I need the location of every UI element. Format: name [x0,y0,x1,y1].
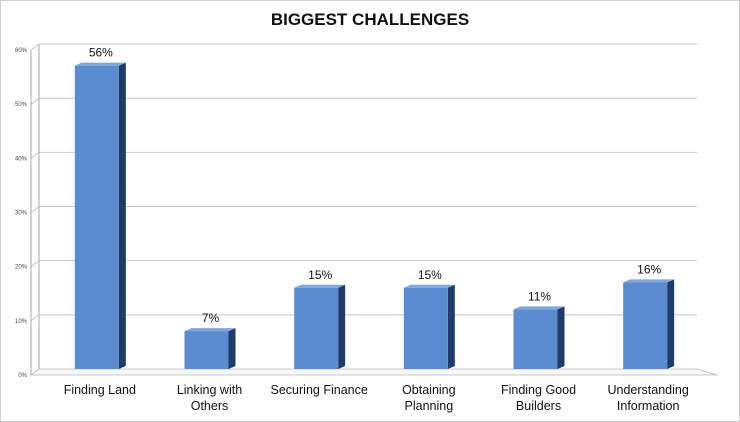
category-label-line: Planning [405,399,454,413]
category-label-line: Others [191,399,229,413]
category-label-line: Obtaining [402,383,456,397]
bar [403,287,448,369]
category-label: Linking with Others [177,383,242,413]
bar-side [338,284,346,369]
category-label-line: Finding Good [501,383,576,397]
gridlines [29,43,718,376]
bar-side [118,62,126,370]
chart-floor [29,368,718,376]
data-label: 15% [418,268,442,282]
gridline-depth [30,206,40,213]
bar [513,309,558,369]
bar-side [557,306,565,369]
category-label: Finding Good Builders [501,383,576,413]
bars [74,62,675,370]
gridline-depth [30,97,40,105]
y-tick-label: 40% [15,156,28,162]
gridline-depth [30,314,40,322]
y-tick-label: 30% [15,211,28,217]
bar [74,65,119,370]
bar-top [74,62,126,66]
data-labels: 56% 7% 15% 15% 11% 16% [89,46,662,325]
bar [184,331,229,369]
bar-top [623,279,675,283]
category-label-line: Builders [516,399,561,413]
category-label: Understanding Information [608,383,689,413]
bar-side [228,328,236,369]
gridline-depth [30,43,40,51]
y-tick-label: 60% [15,48,28,54]
category-labels: Finding Land Linking with Others Securing F… [64,383,689,413]
y-axis-ticks: 0% 10% 20% 30% 40% 50% 60% [15,48,28,379]
category-label-line: Understanding [608,383,689,397]
y-tick-label: 10% [15,319,28,325]
category-label-line: Linking with [177,383,242,397]
y-tick-label: 20% [15,265,28,271]
bar-side [667,279,675,369]
chart-title: BIGGEST CHALLENGES [271,10,469,29]
y-tick-label: 50% [15,102,28,108]
bar [294,287,339,369]
bar-top [184,328,236,332]
data-label: 11% [528,289,551,303]
category-label-line: Securing Finance [271,383,368,397]
bar-top [513,306,565,310]
bar-side [447,284,455,369]
category-label-line: Finding Land [64,383,136,397]
y-tick-label: 0% [18,373,27,379]
gridline-depth [30,260,40,268]
bar [623,282,668,369]
data-label: 56% [89,46,113,60]
data-label: 16% [637,262,661,276]
category-label-line: Information [617,399,680,413]
bar-top [294,284,346,288]
category-label: Finding Land [64,383,136,397]
category-label: Securing Finance [271,383,368,397]
data-label: 15% [308,268,332,282]
category-label: Obtaining Planning [402,383,456,413]
bar-top [403,284,455,288]
gridline-depth [30,151,40,159]
data-label: 7% [202,311,220,325]
